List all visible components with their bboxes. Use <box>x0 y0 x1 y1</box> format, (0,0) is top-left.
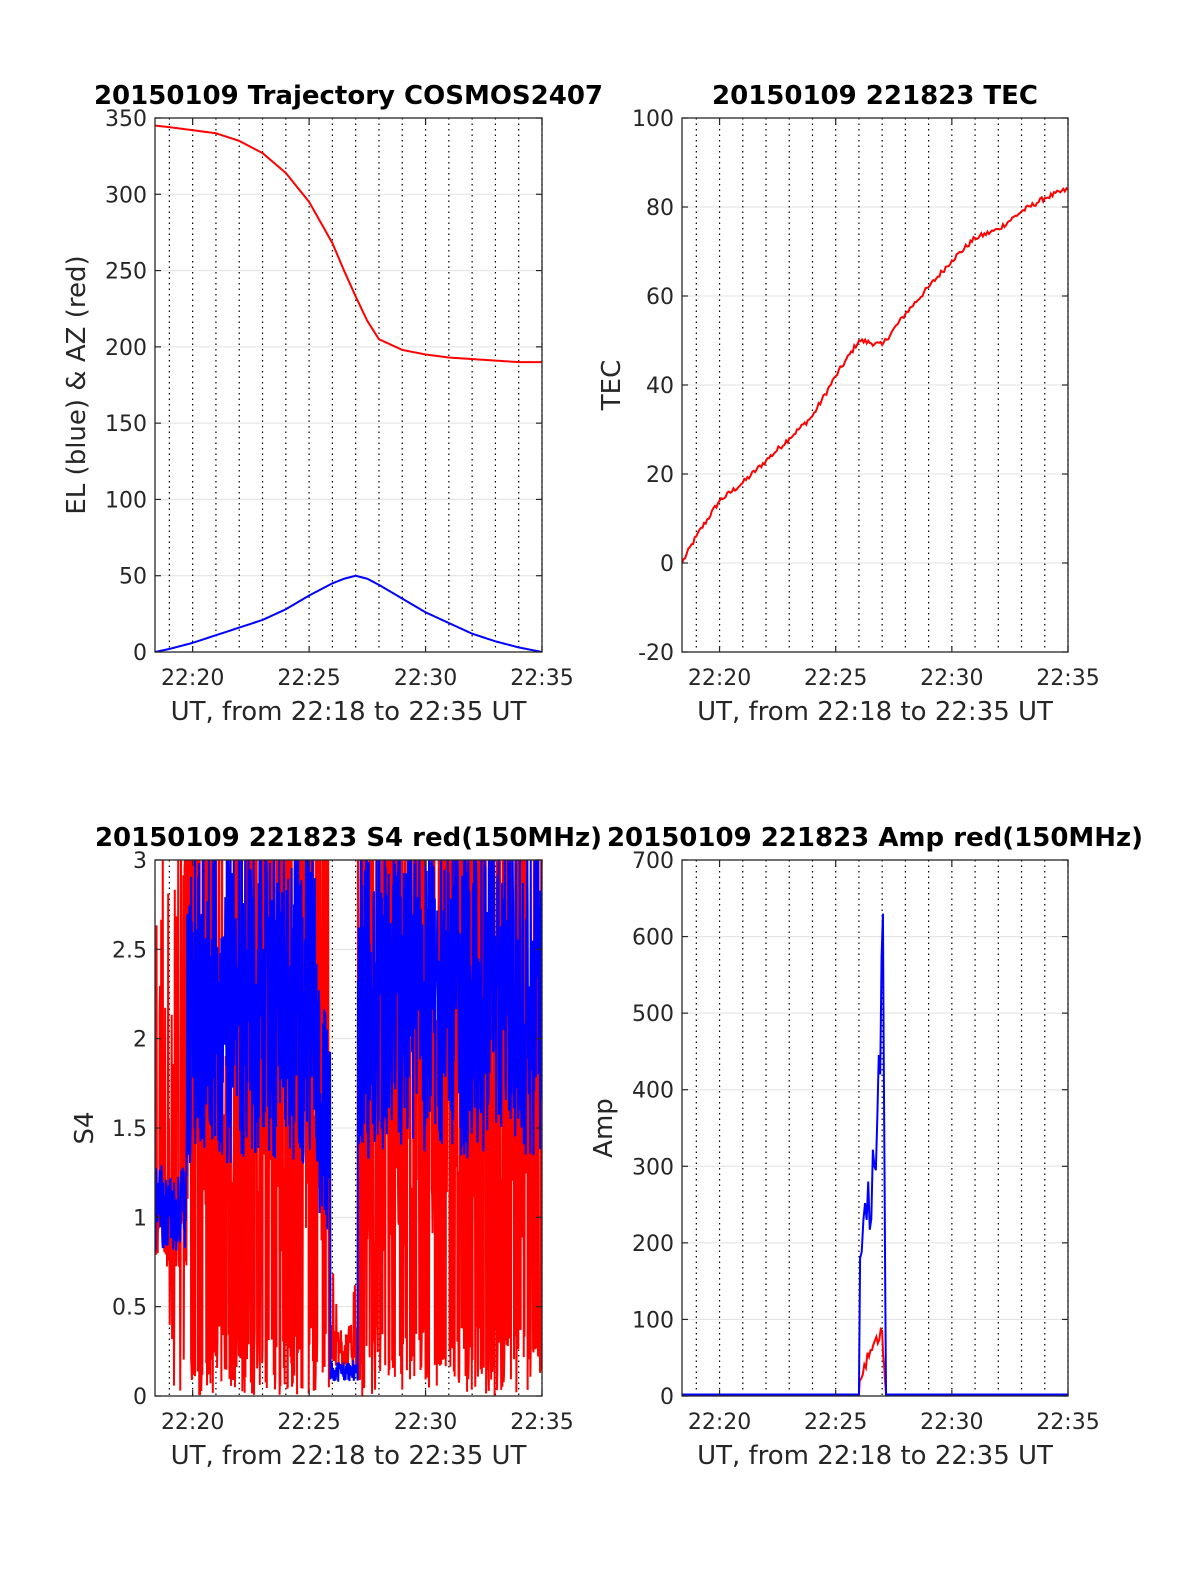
y-tick-label: 300 <box>105 183 147 208</box>
y-tick-label: 3 <box>133 849 147 874</box>
y-tick-label: 2.5 <box>112 938 147 963</box>
y-tick-label: 1 <box>133 1206 147 1231</box>
y-tick-label: 200 <box>105 336 147 361</box>
y-tick-label: 350 <box>105 107 147 132</box>
chart-panel-3: 0 0.5 1 1.5 2 2.5 3 22:20 22:25 22:30 22:35 2015010… <box>70 823 602 1471</box>
x-tick-label: 22:35 <box>1036 1410 1099 1435</box>
y-tick-label: 100 <box>632 1308 674 1333</box>
x-tick-label: 22:30 <box>920 666 983 691</box>
chart-title: 20150109 221823 TEC <box>712 81 1038 111</box>
x-axis-label: UT, from 22:18 to 22:35 UT <box>171 1441 527 1471</box>
chart-title: 20150109 221823 S4 red(150MHz) <box>95 823 602 853</box>
series-line-blue <box>155 574 542 652</box>
y-axis-label: Amp <box>589 1098 619 1158</box>
x-tick-label: 22:35 <box>510 1410 573 1435</box>
y-tick-label: 100 <box>632 107 674 132</box>
x-tick-label: 22:30 <box>394 666 457 691</box>
x-tick-label: 22:20 <box>161 666 224 691</box>
y-tick-label: -20 <box>638 641 674 666</box>
y-tick-label: 50 <box>119 565 147 590</box>
chart-title: 20150109 Trajectory COSMOS2407 <box>94 81 603 111</box>
y-tick-label: 500 <box>632 1002 674 1027</box>
x-tick-label: 22:25 <box>277 1410 340 1435</box>
y-tick-label: 150 <box>105 412 147 437</box>
x-tick-label: 22:35 <box>510 666 573 691</box>
x-tick-label: 22:30 <box>920 1410 983 1435</box>
chart-title: 20150109 221823 Amp red(150MHz) <box>607 823 1143 853</box>
series-line-red <box>155 124 542 364</box>
x-axis-label: UT, from 22:18 to 22:35 UT <box>697 1441 1053 1471</box>
x-tick-label: 22:20 <box>161 1410 224 1435</box>
y-tick-label: 0 <box>133 1385 147 1410</box>
x-axis-label: UT, from 22:18 to 22:35 UT <box>171 697 527 727</box>
y-tick-label: 200 <box>632 1232 674 1257</box>
chart-panel-4: 0 100 200 300 400 500 600 700 22:20 22:25 22:30 22:… <box>589 823 1143 1471</box>
series-line-blue <box>682 913 1068 1396</box>
x-axis-label: UT, from 22:18 to 22:35 UT <box>697 697 1053 727</box>
y-tick-label: 250 <box>105 260 147 285</box>
y-tick-label: 0.5 <box>112 1296 147 1321</box>
series-line-blue <box>155 860 542 1382</box>
x-tick-label: 22:20 <box>688 666 751 691</box>
y-tick-label: 0 <box>660 552 674 577</box>
y-tick-label: 1.5 <box>112 1117 147 1142</box>
y-tick-label: 20 <box>646 463 674 488</box>
series-group <box>682 913 1068 1396</box>
y-axis-label: EL (blue) & AZ (red) <box>62 255 92 514</box>
series-line-red <box>682 1326 1068 1396</box>
x-tick-label: 22:25 <box>804 1410 867 1435</box>
x-tick-label: 22:35 <box>1036 666 1099 691</box>
series-group <box>155 124 542 652</box>
y-tick-label: 400 <box>632 1079 674 1104</box>
series-group <box>682 186 1068 564</box>
chart-panel-1: 0 50 100 150 200 250 300 350 22:20 22:25 22:30 22:3… <box>62 81 603 727</box>
y-axis-label: TEC <box>597 360 627 411</box>
x-tick-label: 22:25 <box>804 666 867 691</box>
y-tick-label: 40 <box>646 374 674 399</box>
chart-panel-2: -20 0 20 40 60 80 100 22:20 22:25 22:30 22:35 20150… <box>597 81 1100 727</box>
x-tick-label: 22:25 <box>277 666 340 691</box>
axes-box <box>681 859 1069 1397</box>
y-tick-label: 700 <box>632 849 674 874</box>
series-line-red <box>682 186 1068 564</box>
y-tick-label: 0 <box>133 641 147 666</box>
y-tick-label: 80 <box>646 196 674 221</box>
y-tick-label: 2 <box>133 1028 147 1053</box>
x-tick-label: 22:30 <box>394 1410 457 1435</box>
axes-box <box>154 117 543 653</box>
series-group <box>155 860 542 1396</box>
y-tick-label: 100 <box>105 488 147 513</box>
y-tick-label: 300 <box>632 1155 674 1180</box>
y-tick-label: 60 <box>646 285 674 310</box>
x-tick-label: 22:20 <box>688 1410 751 1435</box>
y-axis-label: S4 <box>70 1111 100 1144</box>
y-tick-label: 600 <box>632 926 674 951</box>
y-tick-label: 0 <box>660 1385 674 1410</box>
